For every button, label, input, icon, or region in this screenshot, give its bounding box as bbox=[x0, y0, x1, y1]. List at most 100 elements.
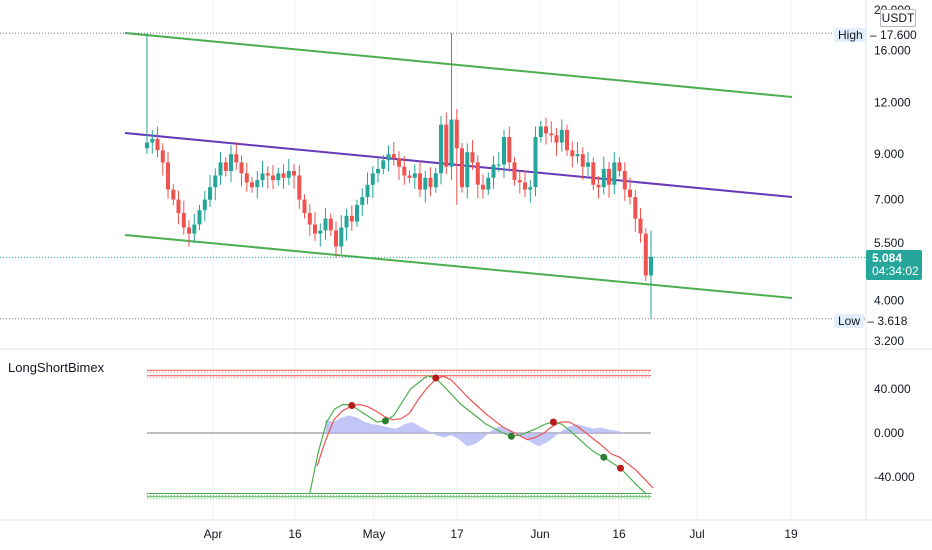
time-tick-label: 17 bbox=[450, 527, 464, 541]
candle-body bbox=[155, 138, 160, 151]
candle-body bbox=[318, 230, 323, 234]
last-price-tag: 5.084 04:34:02 bbox=[866, 250, 922, 280]
candle-body bbox=[433, 173, 438, 188]
candle-body bbox=[187, 227, 191, 234]
candle-body bbox=[565, 129, 569, 151]
indicator-histogram bbox=[325, 415, 625, 447]
low-value: 3.618 bbox=[877, 314, 908, 328]
candle-body bbox=[449, 119, 454, 167]
price-tick-label: 4.000 bbox=[874, 294, 904, 308]
signal-dot-green bbox=[381, 417, 389, 425]
candle-body bbox=[286, 171, 291, 178]
candle-body bbox=[323, 218, 328, 231]
candle-body bbox=[423, 177, 428, 190]
candle-body bbox=[570, 150, 575, 157]
candle-body bbox=[281, 173, 286, 178]
candle-body bbox=[538, 126, 543, 137]
candle-body bbox=[601, 168, 606, 188]
candle-body bbox=[622, 171, 627, 190]
signal-dot-red bbox=[549, 418, 557, 426]
candle-body bbox=[533, 137, 538, 188]
time-tick-label: 19 bbox=[784, 527, 798, 541]
candle-body bbox=[633, 197, 638, 219]
candle-body bbox=[145, 142, 149, 149]
price-tick-label: 16.000 bbox=[874, 43, 911, 57]
low-price-tag: Low – 3.618 bbox=[834, 313, 907, 329]
candle-body bbox=[313, 224, 317, 234]
candle-body bbox=[628, 189, 632, 198]
candle-body bbox=[391, 154, 396, 159]
candle-body bbox=[208, 187, 212, 200]
channel-lower-line bbox=[124, 234, 793, 299]
candle-body bbox=[260, 173, 265, 181]
channel-upper-line bbox=[124, 32, 793, 98]
candle-body bbox=[213, 175, 218, 188]
signal-dot-green bbox=[507, 432, 515, 440]
candle-body bbox=[580, 154, 585, 167]
price-tick-label: 3.200 bbox=[874, 334, 904, 348]
candle-body bbox=[549, 133, 554, 136]
time-tick-label: Jul bbox=[689, 527, 704, 541]
candle-body bbox=[276, 173, 281, 181]
signal-dot-red bbox=[617, 464, 624, 472]
time-tick-label: Jun bbox=[530, 527, 549, 541]
candle-body bbox=[223, 162, 228, 171]
indicator-legend[interactable]: LongShortBimex bbox=[8, 360, 105, 375]
candle-body bbox=[292, 171, 296, 176]
candle-body bbox=[355, 204, 359, 222]
candle-body bbox=[339, 227, 344, 247]
candle-body bbox=[559, 129, 564, 143]
candle-body bbox=[250, 182, 254, 188]
candle-body bbox=[444, 124, 449, 167]
indicator-pane[interactable] bbox=[147, 369, 654, 500]
candle-body bbox=[302, 199, 307, 213]
candle-body bbox=[643, 233, 648, 276]
candle-body bbox=[381, 160, 386, 169]
candle-body bbox=[328, 218, 333, 231]
indicator-tick-label: -40.000 bbox=[874, 470, 915, 484]
price-axis[interactable]: 20.00016.00012.0009.0007.0005.5004.0003.… bbox=[874, 3, 911, 348]
candle-body bbox=[344, 215, 349, 228]
candle-body bbox=[265, 173, 270, 176]
oscillator-slow-line bbox=[316, 375, 654, 489]
time-axis[interactable]: Apr 16 May 17 Jun 16 Jul 19 bbox=[204, 527, 798, 541]
candle-body bbox=[307, 213, 312, 225]
candle-body bbox=[181, 213, 186, 228]
high-price-tag: High – 17.600 bbox=[834, 27, 917, 43]
candle-body bbox=[649, 256, 653, 276]
time-tick-label: 16 bbox=[612, 527, 626, 541]
candle-body bbox=[412, 173, 417, 178]
candle-body bbox=[638, 218, 643, 234]
high-label: High bbox=[834, 28, 867, 42]
candle-body bbox=[496, 164, 501, 166]
candle-body bbox=[244, 173, 249, 183]
low-dash: – bbox=[864, 314, 878, 328]
candle-body bbox=[176, 199, 181, 213]
candle-body bbox=[234, 154, 239, 163]
candle-body bbox=[491, 164, 496, 178]
candle-body bbox=[334, 230, 338, 247]
candle-body bbox=[465, 152, 470, 188]
candle-body bbox=[617, 162, 622, 171]
candle-body bbox=[439, 124, 443, 174]
price-tick-label: 7.000 bbox=[874, 193, 904, 207]
currency-button[interactable]: USDT bbox=[880, 9, 916, 27]
bar-countdown: 04:34:02 bbox=[872, 264, 919, 278]
candle-body bbox=[360, 197, 365, 205]
candle-body bbox=[612, 162, 617, 185]
time-tick-label: May bbox=[363, 527, 386, 541]
indicator-axis[interactable]: 40.000 0.000 -40.000 bbox=[874, 382, 915, 484]
candle-body bbox=[470, 152, 475, 163]
oscillator-fast-line bbox=[309, 375, 647, 494]
candle-body bbox=[517, 180, 522, 183]
signal-dot-red bbox=[432, 374, 440, 382]
candle-body bbox=[166, 162, 170, 190]
candle-body bbox=[386, 154, 391, 161]
candle-body bbox=[512, 162, 517, 180]
signal-dot-green bbox=[600, 453, 608, 461]
candle-body bbox=[297, 175, 302, 200]
candle-body bbox=[554, 135, 559, 143]
candle-body bbox=[544, 126, 548, 134]
indicator-tick-label: 0.000 bbox=[874, 426, 904, 440]
